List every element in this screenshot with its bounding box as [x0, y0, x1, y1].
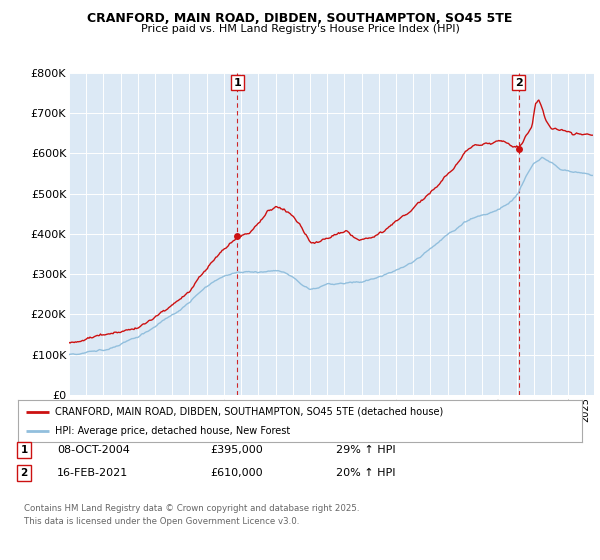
Text: CRANFORD, MAIN ROAD, DIBDEN, SOUTHAMPTON, SO45 5TE (detached house): CRANFORD, MAIN ROAD, DIBDEN, SOUTHAMPTON… [55, 407, 443, 417]
Text: Price paid vs. HM Land Registry's House Price Index (HPI): Price paid vs. HM Land Registry's House … [140, 24, 460, 34]
Text: 1: 1 [233, 78, 241, 87]
Text: 29% ↑ HPI: 29% ↑ HPI [336, 445, 395, 455]
Text: 2: 2 [515, 78, 523, 87]
Text: Contains HM Land Registry data © Crown copyright and database right 2025.
This d: Contains HM Land Registry data © Crown c… [24, 504, 359, 525]
Text: 1: 1 [20, 445, 28, 455]
Text: 08-OCT-2004: 08-OCT-2004 [57, 445, 130, 455]
Text: 20% ↑ HPI: 20% ↑ HPI [336, 468, 395, 478]
Text: £395,000: £395,000 [210, 445, 263, 455]
Text: 16-FEB-2021: 16-FEB-2021 [57, 468, 128, 478]
Text: £610,000: £610,000 [210, 468, 263, 478]
Text: CRANFORD, MAIN ROAD, DIBDEN, SOUTHAMPTON, SO45 5TE: CRANFORD, MAIN ROAD, DIBDEN, SOUTHAMPTON… [88, 12, 512, 25]
Text: 2: 2 [20, 468, 28, 478]
Text: HPI: Average price, detached house, New Forest: HPI: Average price, detached house, New … [55, 426, 290, 436]
